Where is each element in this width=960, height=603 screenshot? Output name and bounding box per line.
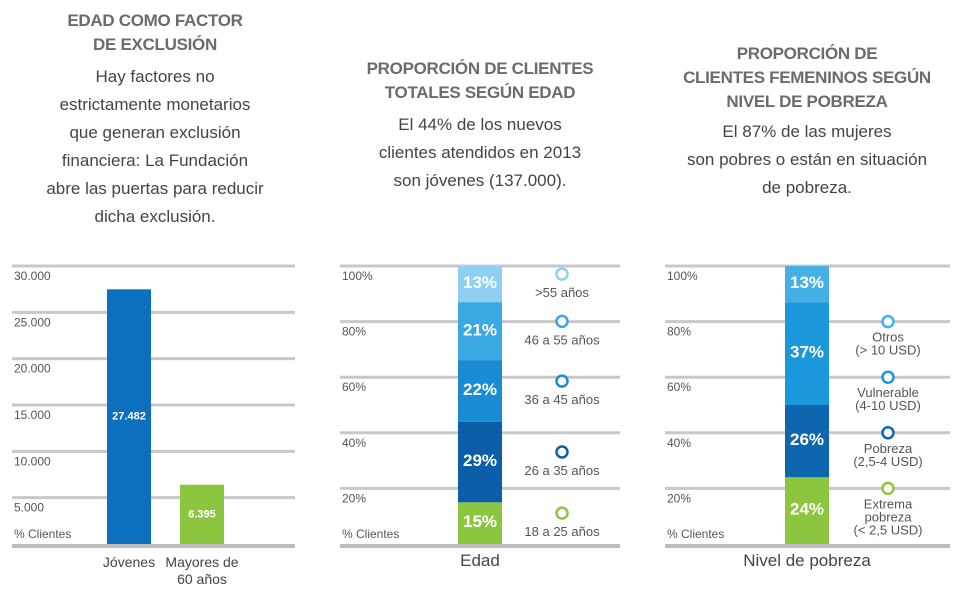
legend-label: Pobreza (2,5-4 USD) xyxy=(853,441,922,469)
bar-segment xyxy=(458,302,502,361)
legend-marker xyxy=(555,445,569,459)
legend-label: Otros (> 10 USD) xyxy=(855,330,920,358)
chart-title: PROPORCIÓN DE CLIENTES FEMENINOS SEGÚN NIV… xyxy=(683,44,931,111)
legend-marker xyxy=(555,374,569,388)
chart-title: EDAD COMO FACTOR DE EXCLUSIÓN xyxy=(67,11,242,54)
y-tick-label: 25.000 xyxy=(14,316,51,330)
x-tick-label: Jóvenes xyxy=(103,554,155,570)
y-tick-label: 20.000 xyxy=(14,362,51,376)
segment-value-label: 13% xyxy=(790,274,824,293)
bar-segment xyxy=(785,302,829,405)
bar-segment xyxy=(458,502,502,544)
legend-marker xyxy=(555,506,569,520)
y-tick-label: 80% xyxy=(667,325,691,339)
segment-value-label: 22% xyxy=(463,381,497,400)
legend-marker xyxy=(555,314,569,329)
y-axis-label: % Clientes xyxy=(342,527,399,541)
segment-value-label: 29% xyxy=(463,451,497,470)
y-tick-label: 15.000 xyxy=(14,408,51,422)
bar xyxy=(180,484,224,544)
y-tick-label: 60% xyxy=(667,380,691,394)
y-tick-label: 20% xyxy=(667,492,691,506)
legend-label: Extrema pobreza (< 2,5 USD) xyxy=(854,497,923,538)
bar-segment xyxy=(458,421,502,503)
chart-description: El 87% de las mujeres son pobres o están … xyxy=(687,122,927,197)
y-tick-label: 60% xyxy=(342,380,366,394)
segment-value-label: 24% xyxy=(790,500,824,519)
bar-segment xyxy=(785,405,829,478)
y-tick-label: 40% xyxy=(667,436,691,450)
segment-value-label: 37% xyxy=(790,343,824,362)
legend-marker xyxy=(881,370,895,384)
x-tick-label: Edad xyxy=(460,551,500,570)
y-axis-label: % Clientes xyxy=(14,527,71,541)
legend-label: 26 a 35 años xyxy=(524,463,600,478)
legend-marker xyxy=(555,267,569,281)
bar-value-label: 6.395 xyxy=(188,508,216,520)
segment-value-label: 26% xyxy=(790,431,824,450)
legend-marker xyxy=(881,426,895,440)
bar-segment xyxy=(458,266,502,303)
legend-label: Vulnerable (4-10 USD) xyxy=(855,386,921,414)
y-tick-label: 40% xyxy=(342,436,366,450)
legend-marker xyxy=(881,314,895,329)
y-tick-label: 20% xyxy=(342,492,366,506)
chart-description: El 44% de los nuevos clientes atendidos e… xyxy=(379,115,581,190)
chart-description: Hay factores no estrictamente monetarios q… xyxy=(46,67,264,226)
legend-label: 36 a 45 años xyxy=(524,393,600,408)
bar-segment xyxy=(785,266,829,303)
bar xyxy=(107,289,151,544)
y-tick-label: 5.000 xyxy=(14,501,44,515)
y-tick-label: 100% xyxy=(667,269,698,283)
y-tick-label: 80% xyxy=(342,325,366,339)
legend-label: 46 a 55 años xyxy=(524,333,600,348)
segment-value-label: 15% xyxy=(463,513,497,532)
y-tick-label: 10.000 xyxy=(14,455,51,469)
chart-title: PROPORCIÓN DE CLIENTES TOTALES SEGÚN EDAD xyxy=(367,59,594,102)
segment-value-label: 13% xyxy=(463,274,497,293)
bar-segment xyxy=(458,360,502,422)
legend-marker xyxy=(881,481,895,496)
y-axis-label: % Clientes xyxy=(667,527,724,541)
y-tick-label: 100% xyxy=(342,269,373,283)
bar-value-label: 27.482 xyxy=(112,411,146,423)
bar-segment xyxy=(785,477,829,544)
x-tick-label: Mayores de 60 años xyxy=(165,554,238,587)
legend-label: 18 a 25 años xyxy=(524,525,600,540)
x-tick-label: Nivel de pobreza xyxy=(743,551,871,570)
legend-label: >55 años xyxy=(535,286,589,301)
y-tick-label: 30.000 xyxy=(14,269,51,283)
segment-value-label: 21% xyxy=(463,321,497,340)
